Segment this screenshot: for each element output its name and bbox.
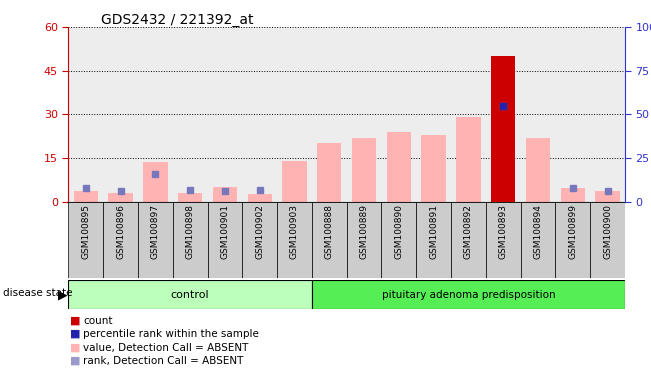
Text: GSM100895: GSM100895	[81, 204, 90, 259]
Text: GSM100892: GSM100892	[464, 204, 473, 259]
Bar	[416, 202, 451, 278]
Bar	[68, 27, 103, 202]
Bar	[312, 202, 346, 278]
Bar	[242, 202, 277, 278]
Text: ▶: ▶	[59, 288, 68, 301]
Text: GSM100903: GSM100903	[290, 204, 299, 259]
Text: GSM100899: GSM100899	[568, 204, 577, 259]
Bar	[208, 202, 242, 278]
Text: GDS2432 / 221392_at: GDS2432 / 221392_at	[101, 13, 253, 27]
Text: count: count	[83, 316, 113, 326]
Text: GSM100889: GSM100889	[359, 204, 368, 259]
Bar	[451, 27, 486, 202]
Bar	[283, 161, 307, 202]
Bar	[381, 27, 416, 202]
Text: rank, Detection Call = ABSENT: rank, Detection Call = ABSENT	[83, 356, 243, 366]
Text: value, Detection Call = ABSENT: value, Detection Call = ABSENT	[83, 343, 249, 353]
Bar	[74, 191, 98, 202]
Text: GSM100891: GSM100891	[429, 204, 438, 259]
Text: ■: ■	[70, 329, 80, 339]
Bar	[108, 193, 133, 202]
Bar	[138, 27, 173, 202]
Bar	[590, 202, 625, 278]
Text: GSM100890: GSM100890	[395, 204, 404, 259]
Bar	[521, 27, 555, 202]
Bar	[561, 189, 585, 202]
Text: pituitary adenoma predisposition: pituitary adenoma predisposition	[381, 290, 555, 300]
Bar	[247, 194, 272, 202]
Bar	[312, 27, 346, 202]
Text: GSM100901: GSM100901	[221, 204, 229, 259]
Bar	[312, 280, 625, 309]
Bar	[387, 132, 411, 202]
Bar	[103, 27, 138, 202]
Bar	[456, 117, 480, 202]
Bar	[178, 193, 202, 202]
Bar	[491, 56, 516, 202]
Bar	[173, 202, 208, 278]
Bar	[138, 202, 173, 278]
Bar	[491, 56, 516, 202]
Bar	[277, 27, 312, 202]
Bar	[421, 135, 446, 202]
Bar	[416, 27, 451, 202]
Bar	[173, 27, 208, 202]
Text: GSM100894: GSM100894	[533, 204, 542, 259]
Text: percentile rank within the sample: percentile rank within the sample	[83, 329, 259, 339]
Bar	[277, 202, 312, 278]
Bar	[555, 202, 590, 278]
Bar	[486, 27, 521, 202]
Text: ■: ■	[70, 316, 80, 326]
Text: ■: ■	[70, 343, 80, 353]
Text: GSM100893: GSM100893	[499, 204, 508, 259]
Bar	[486, 202, 521, 278]
Bar	[103, 202, 138, 278]
Text: control: control	[171, 290, 210, 300]
Bar	[346, 202, 381, 278]
Text: GSM100898: GSM100898	[186, 204, 195, 259]
Bar	[596, 191, 620, 202]
Bar	[68, 280, 312, 309]
Bar	[346, 27, 381, 202]
Text: GSM100897: GSM100897	[151, 204, 160, 259]
Bar	[381, 202, 416, 278]
Bar	[242, 27, 277, 202]
Text: ■: ■	[70, 356, 80, 366]
Bar	[590, 27, 625, 202]
Text: disease state: disease state	[3, 288, 73, 298]
Text: GSM100900: GSM100900	[603, 204, 612, 259]
Bar	[143, 162, 167, 202]
Text: GSM100888: GSM100888	[325, 204, 334, 259]
Bar	[317, 143, 341, 202]
Bar	[526, 137, 550, 202]
Text: GSM100896: GSM100896	[116, 204, 125, 259]
Bar	[521, 202, 555, 278]
Bar	[352, 137, 376, 202]
Text: GSM100902: GSM100902	[255, 204, 264, 259]
Bar	[213, 187, 237, 202]
Bar	[208, 27, 242, 202]
Bar	[451, 202, 486, 278]
Bar	[555, 27, 590, 202]
Bar	[68, 202, 103, 278]
